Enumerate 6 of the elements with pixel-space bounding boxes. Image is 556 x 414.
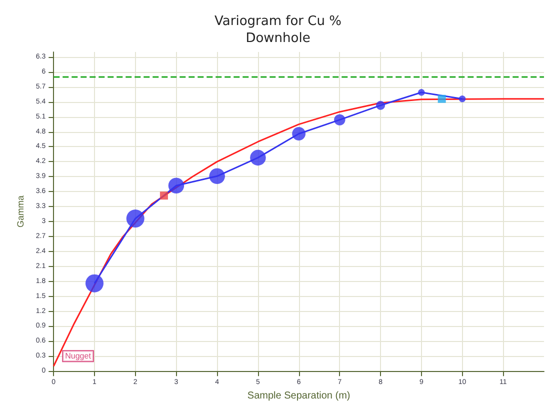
line-series	[52, 98, 545, 367]
chart-subtitle: Downhole	[246, 31, 310, 46]
x-axis-title: Sample Separation (m)	[247, 390, 350, 402]
chart-title: Variogram for Cu %	[214, 14, 342, 29]
y-axis-title: Gamma	[16, 196, 26, 228]
annotation: Nugget	[65, 352, 92, 361]
